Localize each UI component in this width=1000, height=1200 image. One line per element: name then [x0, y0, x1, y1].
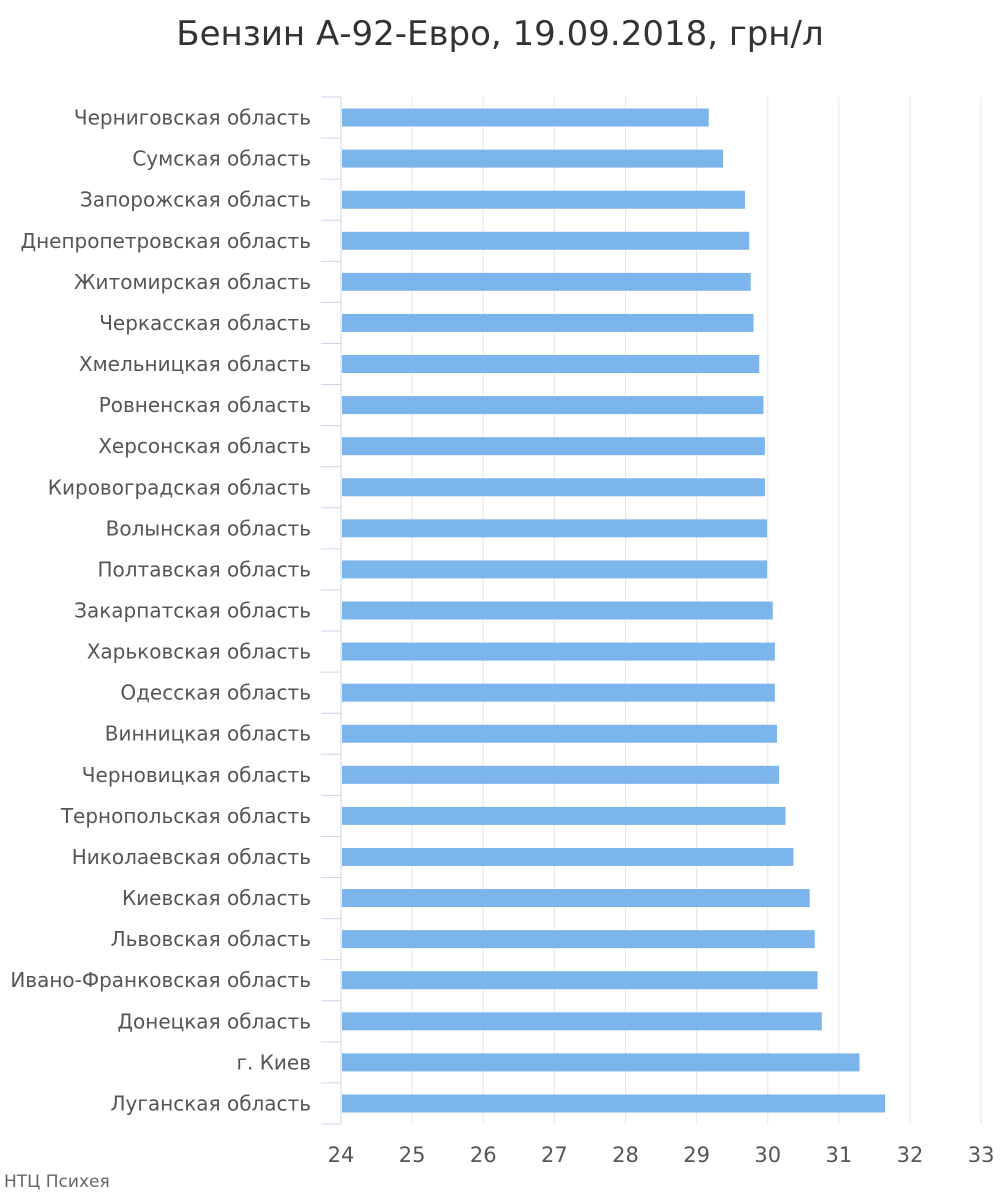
tick-label-32: 32	[897, 1143, 924, 1167]
category-label-10: Волынская область	[106, 516, 311, 540]
category-label-6: Хмельницкая область	[79, 352, 311, 376]
category-label-23: г. Киев	[236, 1050, 311, 1074]
category-label-9: Кировоградская область	[48, 475, 311, 499]
bar-4	[342, 272, 751, 291]
category-label-22: Донецкая область	[117, 1009, 311, 1033]
chart-title: Бензин А-92-Евро, 19.09.2018, грн/л	[176, 14, 824, 54]
category-label-0: Черниговская область	[74, 106, 311, 130]
category-label-12: Закарпатская область	[74, 599, 311, 623]
bar-18	[342, 847, 794, 866]
bar-14	[342, 683, 775, 702]
bar-7	[342, 396, 764, 415]
bar-16	[342, 765, 780, 784]
category-label-8: Херсонская область	[98, 434, 311, 458]
bar-10	[342, 519, 768, 538]
bar-20	[342, 930, 815, 949]
bar-23	[342, 1053, 860, 1072]
bar-22	[342, 1012, 822, 1031]
bar-9	[342, 478, 765, 497]
category-label-13: Харьковская область	[87, 640, 311, 664]
bar-11	[342, 560, 768, 579]
bar-19	[342, 889, 810, 908]
category-label-5: Черкасская область	[99, 311, 311, 335]
category-label-11: Полтавская область	[97, 557, 311, 581]
category-label-18: Николаевская область	[72, 845, 311, 869]
bar-17	[342, 806, 786, 825]
value-axis-ticks: 24 25 26 27 28 29 30 31 32 33	[328, 1143, 995, 1167]
bars	[342, 108, 886, 1113]
tick-label-27: 27	[541, 1143, 568, 1167]
category-label-2: Запорожская область	[80, 188, 311, 212]
category-label-20: Львовская область	[111, 927, 311, 951]
bar-1	[342, 149, 723, 168]
bar-12	[342, 601, 773, 620]
category-label-3: Днепропетровская область	[20, 229, 311, 253]
category-axis	[321, 96, 342, 1125]
tick-label-30: 30	[754, 1143, 781, 1167]
bar-13	[342, 642, 775, 661]
category-label-19: Киевская область	[122, 886, 311, 910]
bar-2	[342, 190, 745, 209]
category-label-24: Луганская область	[111, 1091, 311, 1115]
bar-21	[342, 971, 818, 990]
category-label-14: Одесская область	[120, 681, 311, 705]
bar-6	[342, 355, 760, 374]
tick-label-25: 25	[399, 1143, 426, 1167]
tick-label-33: 33	[968, 1143, 995, 1167]
bar-5	[342, 313, 754, 332]
category-label-7: Ровненская область	[99, 393, 311, 417]
category-label-21: Ивано-Франковская область	[10, 968, 311, 992]
tick-label-26: 26	[470, 1143, 497, 1167]
bar-24	[342, 1094, 886, 1113]
category-label-4: Житомирская область	[74, 270, 311, 294]
bar-3	[342, 231, 750, 250]
category-label-15: Винницкая область	[105, 722, 311, 746]
tick-label-24: 24	[328, 1143, 355, 1167]
bar-0	[342, 108, 709, 127]
category-label-1: Сумская область	[132, 147, 311, 171]
category-labels: Черниговская область Сумская область Запор…	[10, 106, 311, 1116]
tick-label-29: 29	[683, 1143, 710, 1167]
category-label-16: Черновицкая область	[82, 763, 311, 787]
tick-label-31: 31	[826, 1143, 853, 1167]
source-credit: НТЦ Психея	[4, 1172, 110, 1192]
category-label-17: Тернопольская область	[60, 804, 311, 828]
bar-15	[342, 724, 777, 743]
tick-label-28: 28	[612, 1143, 639, 1167]
bar-8	[342, 437, 765, 456]
